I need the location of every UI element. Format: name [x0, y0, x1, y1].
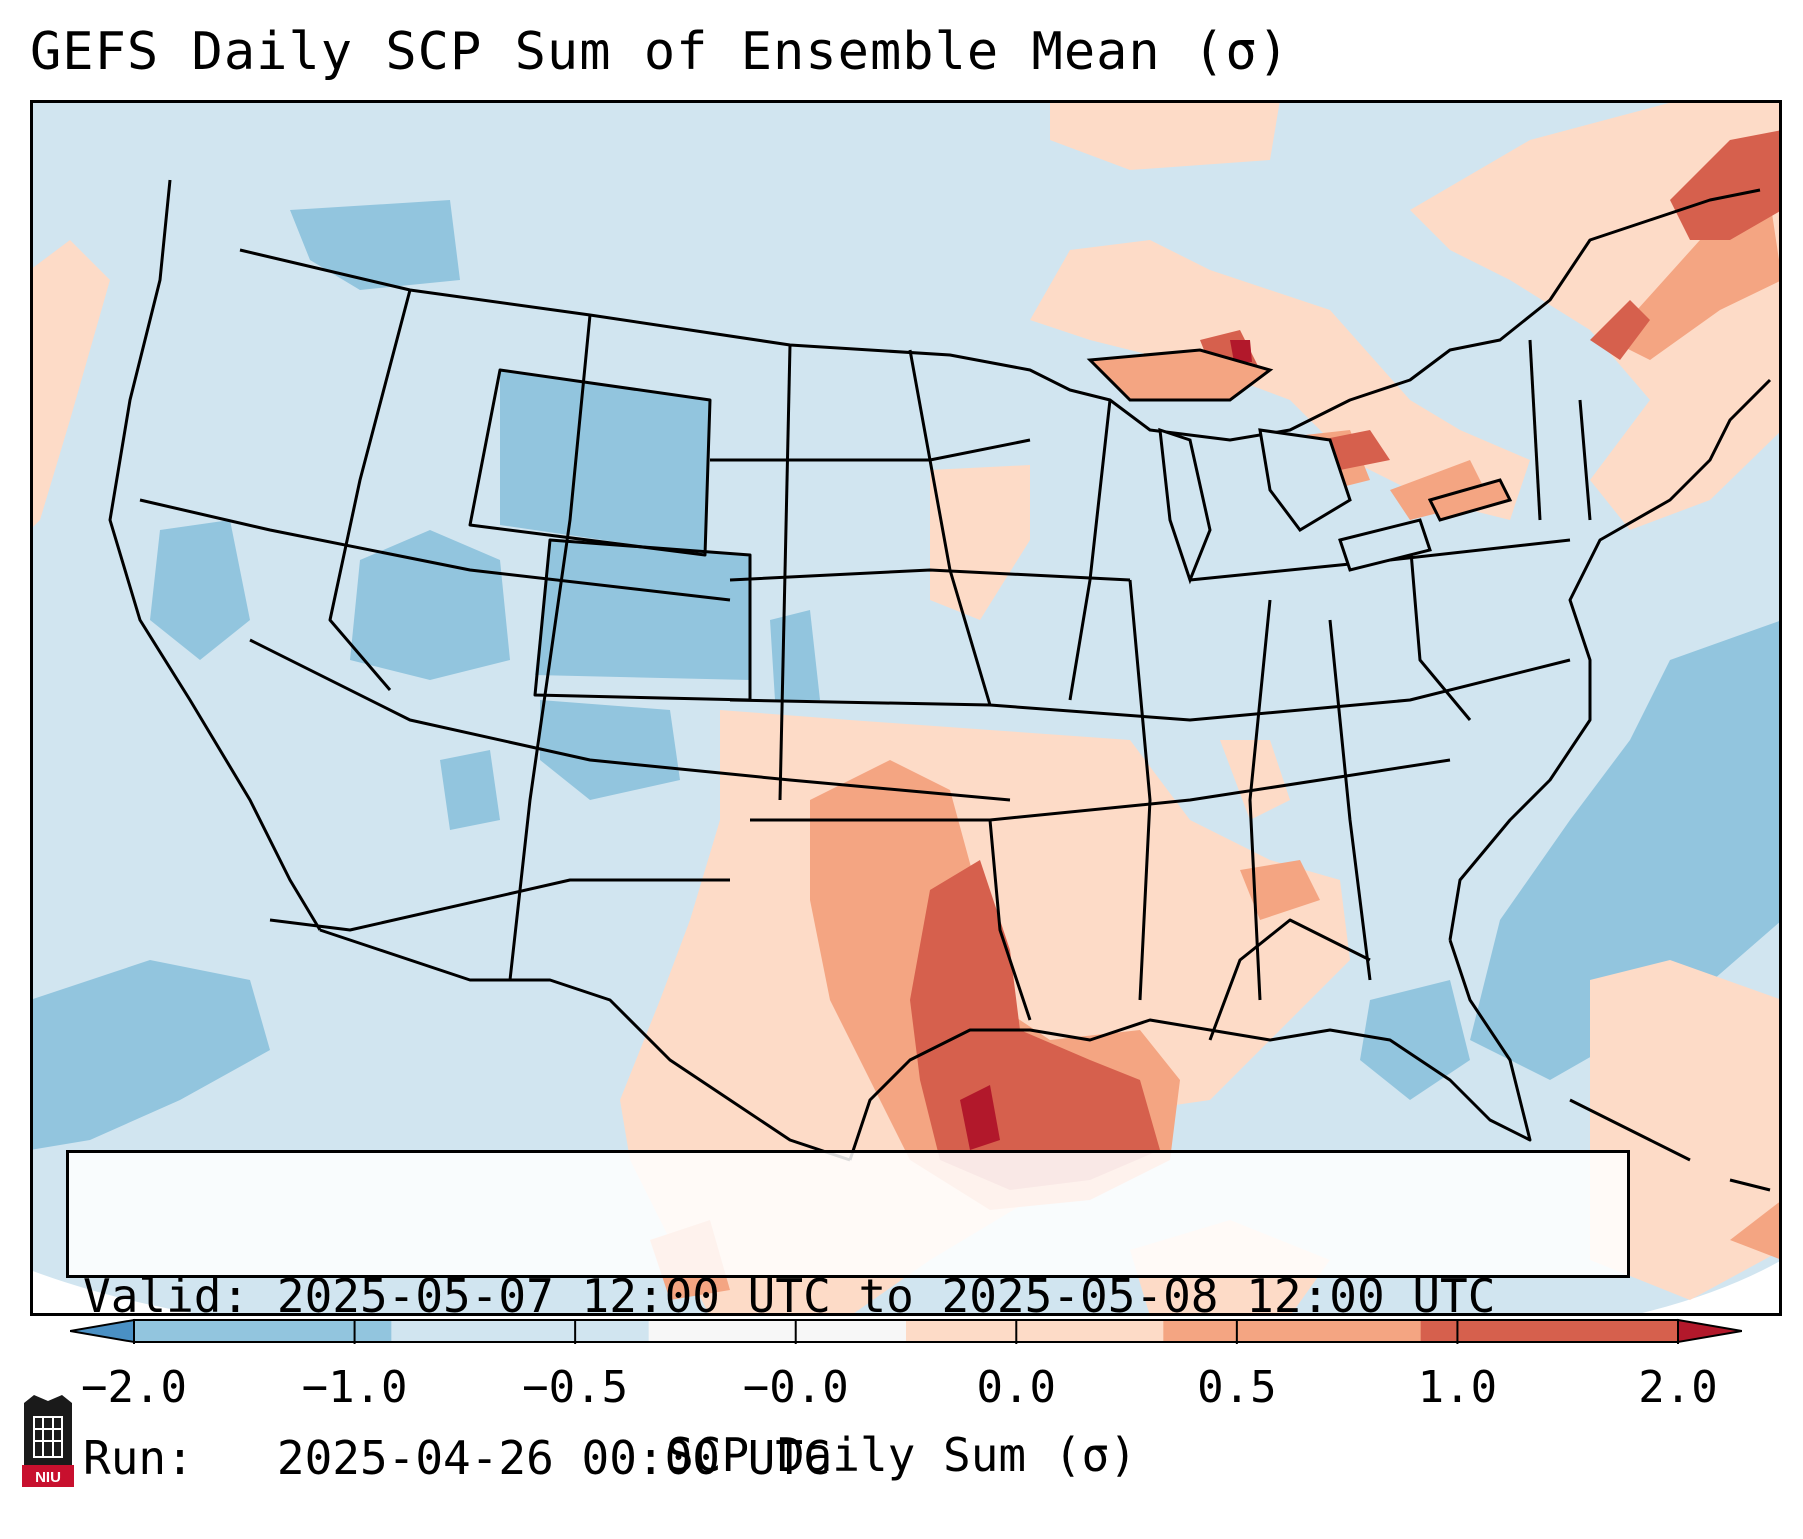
colorbar-segment — [648, 1320, 907, 1342]
map-title: GEFS Daily SCP Sum of Ensemble Mean (σ) — [30, 22, 1290, 82]
colorbar-extend-min — [70, 1318, 135, 1344]
colorbar-label: SCP Daily Sum (σ) — [666, 1428, 1137, 1482]
caribbean-islands — [1569, 1098, 1771, 1192]
niu-logo: NIU — [20, 1393, 76, 1489]
colorbar — [70, 1318, 1742, 1344]
border-line — [778, 344, 792, 801]
colorbar-segment — [1420, 1320, 1679, 1342]
east-coast — [1448, 378, 1772, 941]
border-line — [139, 498, 731, 602]
extreme-positive-regions — [960, 340, 1252, 1150]
border-line — [908, 349, 992, 706]
border-line — [269, 878, 730, 932]
border-line — [1068, 399, 1112, 701]
border-line — [1408, 539, 1472, 721]
colorbar-tick-label: 0.5 — [1197, 1362, 1277, 1413]
border-line — [1248, 599, 1272, 1001]
colorbar-segment — [906, 1320, 1164, 1342]
border-line — [988, 819, 1032, 1021]
border-line — [1208, 918, 1371, 1041]
colorbar-tick-label: −0.0 — [742, 1362, 849, 1413]
state-borders — [108, 179, 1772, 1162]
us-mexico-border — [319, 928, 851, 1162]
colorbar-tick-label: −1.0 — [301, 1362, 408, 1413]
colorbar-segment — [1163, 1320, 1422, 1342]
colorbar-segment — [391, 1320, 650, 1342]
run-row: Run: 2025-04-26 00:00 UTC — [83, 1431, 1613, 1485]
great-lakes — [1086, 348, 1513, 585]
border-line — [729, 568, 1131, 582]
valid-run-info-box: Valid: 2025-05-07 12:00 UTC to 2025-05-0… — [66, 1150, 1630, 1485]
border-line — [249, 638, 1011, 802]
valid-value: 2025-05-07 12:00 UTC to 2025-05-08 12:00… — [276, 1269, 1496, 1323]
border-line — [750, 758, 1451, 822]
valid-row: Valid: 2025-05-07 12:00 UTC to 2025-05-0… — [83, 1269, 1613, 1323]
west-coast — [108, 179, 322, 931]
run-value: 2025-04-26 00:00 UTC — [276, 1431, 831, 1485]
run-label: Run: — [83, 1431, 194, 1485]
colorbar-tick-label: −2.0 — [81, 1362, 187, 1413]
border-line — [1328, 619, 1372, 981]
border-line — [468, 368, 712, 557]
map-frame-border — [30, 100, 1782, 1316]
projection-edge-right — [1630, 1260, 1782, 1316]
border-line — [328, 289, 412, 691]
border-line — [729, 658, 1571, 722]
colorbar-segment — [134, 1320, 392, 1342]
border-line — [1578, 399, 1592, 521]
colorbar-extend-max — [1677, 1318, 1742, 1344]
university-tower-icon: NIU — [22, 1395, 74, 1487]
colorbar-tick-label: 1.0 — [1417, 1362, 1498, 1413]
colorbar-tick-label: 2.0 — [1638, 1362, 1718, 1413]
projection-edge-left — [30, 1270, 210, 1316]
scp-map — [30, 100, 1782, 1316]
border-line — [1128, 579, 1152, 1001]
border-line — [508, 314, 592, 981]
valid-label: Valid: — [83, 1269, 250, 1323]
gulf-coast — [848, 939, 1532, 1161]
colorbar-tick-label: 0.0 — [976, 1362, 1057, 1413]
negative-anomaly-regions — [30, 200, 1782, 1150]
svg-text:NIU: NIU — [35, 1469, 61, 1486]
colorbar-tick-label: −0.5 — [522, 1362, 629, 1413]
border-line — [1528, 339, 1542, 521]
